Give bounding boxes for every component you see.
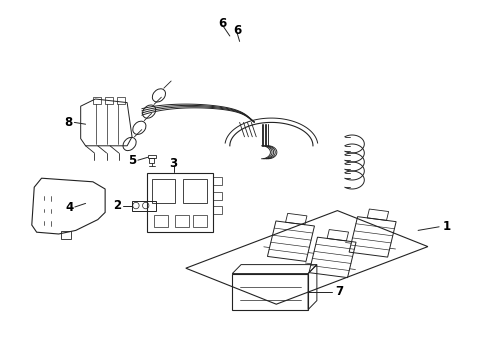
Text: 2: 2 — [113, 199, 121, 212]
Text: 5: 5 — [127, 154, 136, 167]
Text: 4: 4 — [65, 201, 73, 213]
Text: 7: 7 — [334, 285, 343, 298]
Text: 8: 8 — [64, 116, 72, 129]
Text: 3: 3 — [169, 157, 177, 170]
Text: 6: 6 — [218, 17, 226, 30]
Text: 6: 6 — [233, 24, 241, 37]
Text: 1: 1 — [442, 220, 450, 233]
